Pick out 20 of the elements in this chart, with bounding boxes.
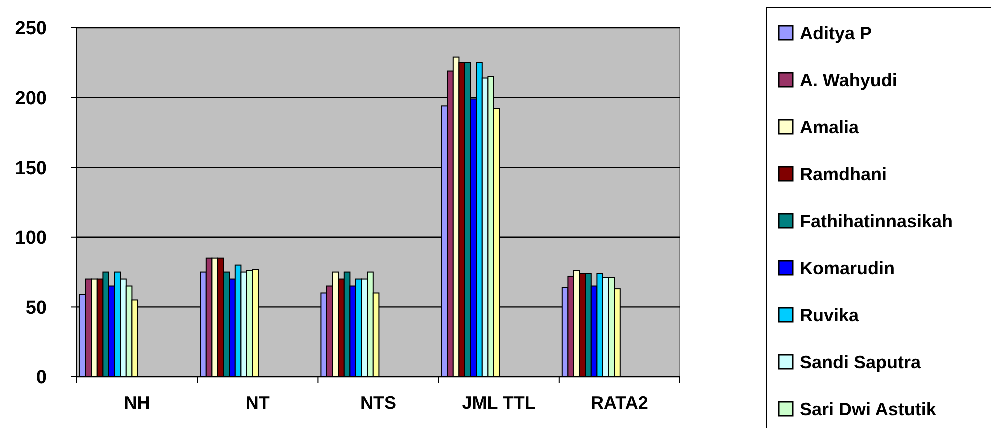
legend-label: A. Wahyudi bbox=[800, 70, 898, 90]
y-tick-label: 100 bbox=[15, 228, 47, 250]
legend-label: Aditya P bbox=[800, 23, 872, 44]
x-tick-label: JML TTL bbox=[462, 393, 536, 413]
x-tick-label: NT bbox=[246, 393, 270, 413]
y-tick-label: 50 bbox=[26, 298, 47, 319]
legend-label: Fathihatinnasikah bbox=[800, 211, 954, 232]
legend-label: Ramdhani bbox=[800, 164, 888, 184]
y-tick-label: 250 bbox=[15, 18, 47, 40]
x-tick-label: NTS bbox=[360, 393, 396, 413]
legend-label: Ruvika bbox=[800, 305, 860, 326]
y-tick-label: 150 bbox=[15, 158, 47, 180]
x-tick-label: NH bbox=[124, 393, 150, 413]
y-tick-label: 0 bbox=[36, 368, 47, 389]
legend-label: Amalia bbox=[800, 117, 860, 138]
y-tick-label: 200 bbox=[15, 88, 47, 110]
x-tick-label: RATA2 bbox=[591, 393, 648, 413]
legend-label: Komarudin bbox=[800, 258, 896, 278]
legend-label: Sari Dwi Astutik bbox=[800, 399, 938, 420]
legend-label: Sandi Saputra bbox=[800, 352, 922, 372]
